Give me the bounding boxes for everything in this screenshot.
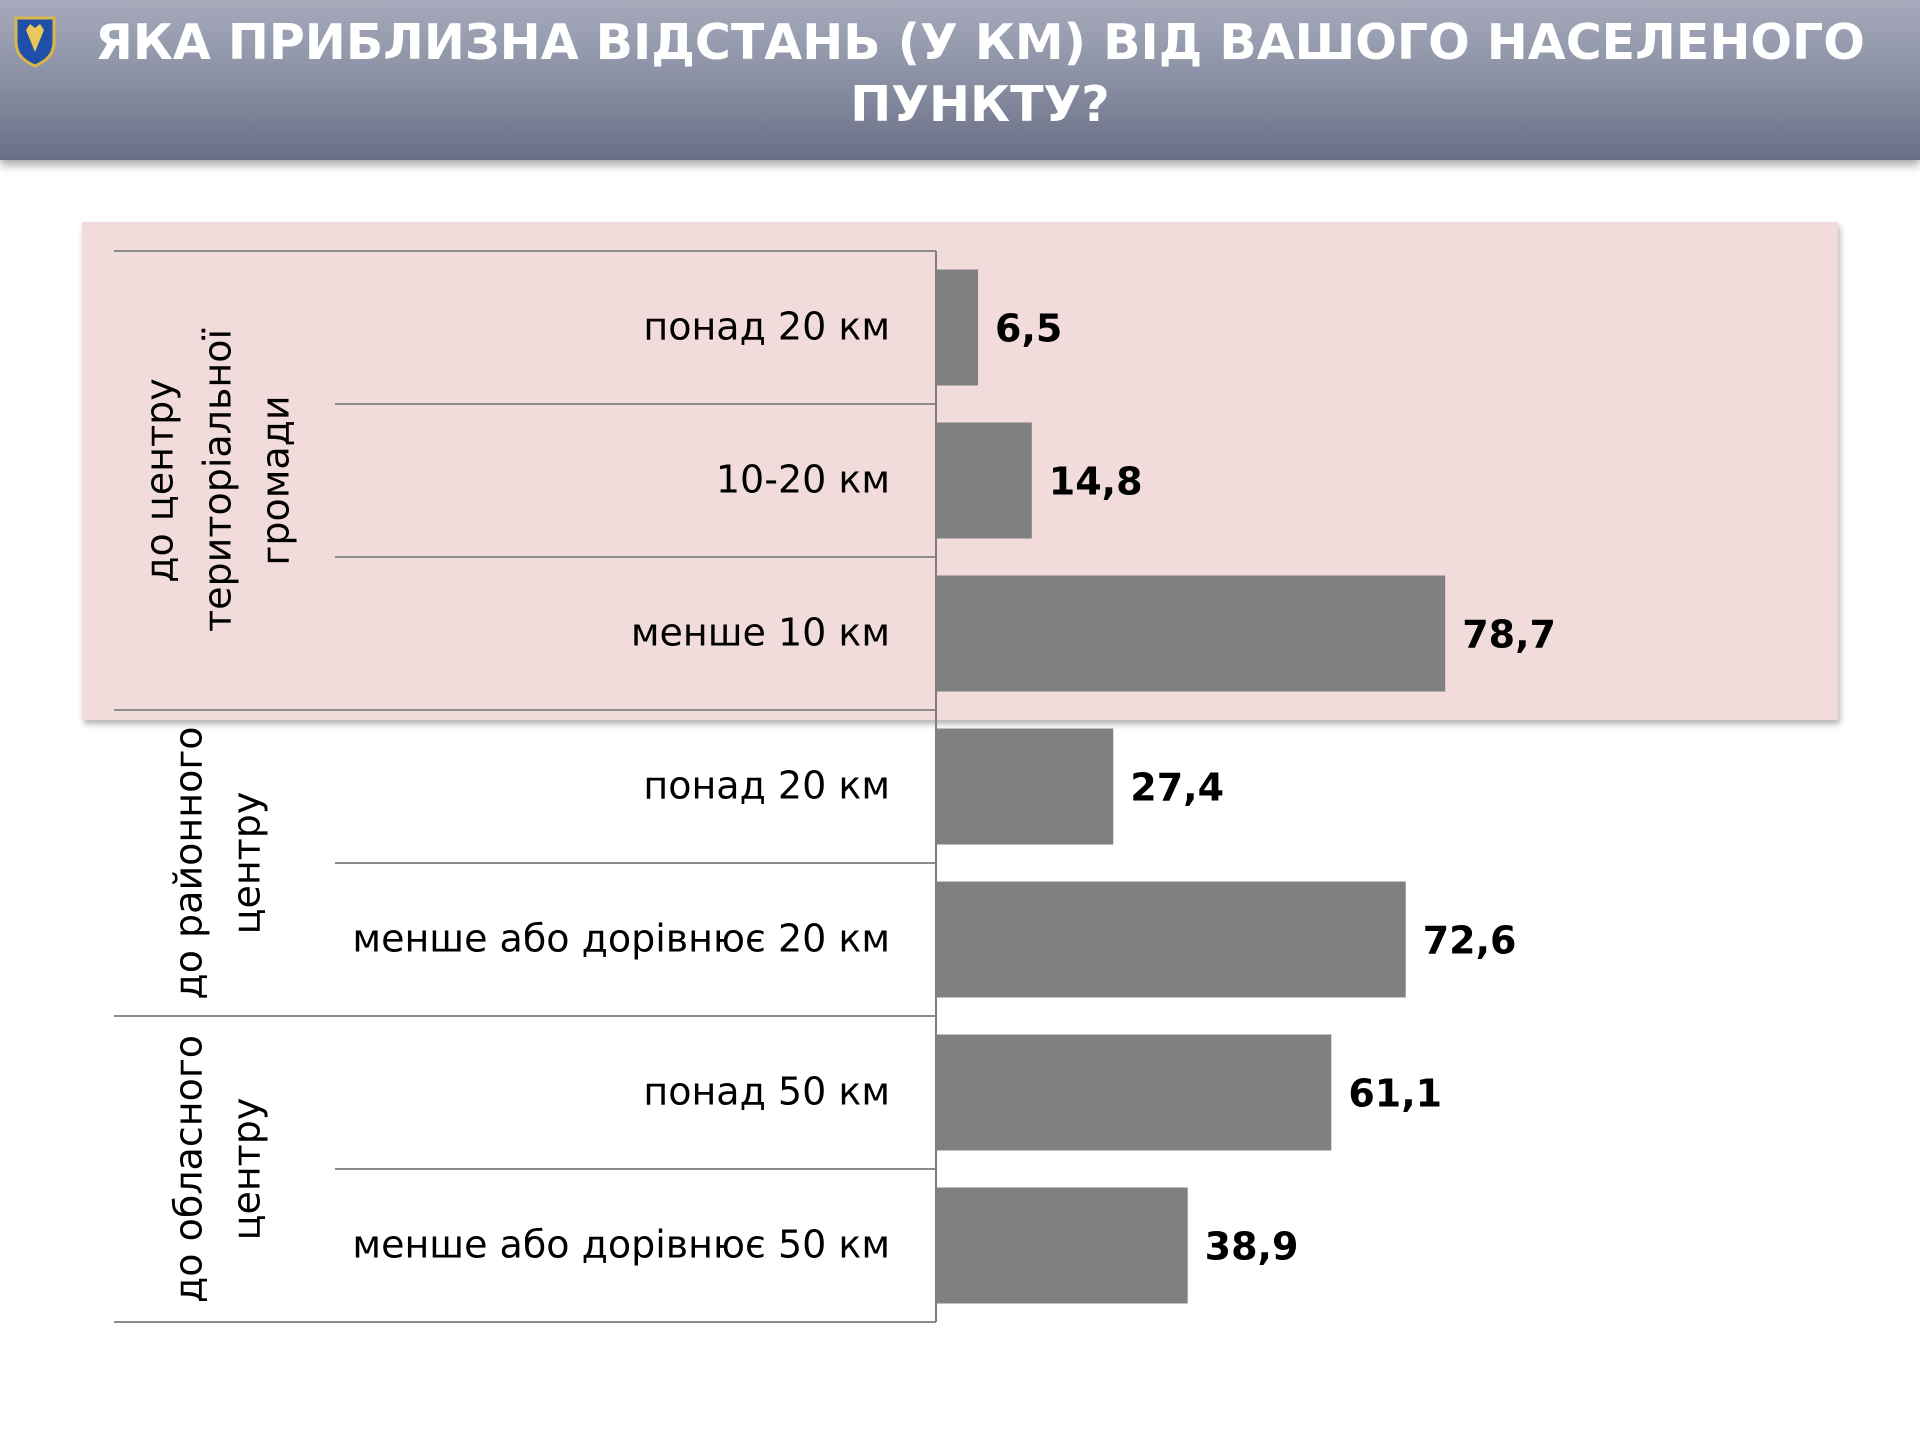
category-label: понад 20 км: [643, 764, 890, 808]
bar: [936, 1034, 1332, 1151]
coat-of-arms-icon: [14, 16, 56, 68]
category-label: понад 50 км: [643, 1070, 890, 1114]
group-label: громади: [254, 395, 298, 565]
category-label: 10-20 км: [716, 458, 890, 502]
bar: [936, 1187, 1188, 1304]
page-title: ЯКА ПРИБЛИЗНА ВІДСТАНЬ (У КМ) ВІД ВАШОГО…: [95, 14, 1865, 133]
bar: [936, 728, 1114, 845]
group-label: до районного: [167, 726, 211, 999]
value-label: 27,4: [1130, 766, 1224, 810]
category-label: менше або дорівнює 50 км: [352, 1223, 890, 1267]
bar: [936, 881, 1406, 998]
value-label: 78,7: [1462, 613, 1556, 657]
group-label: до центру: [138, 378, 182, 582]
value-label: 6,5: [995, 307, 1062, 351]
group-label: територіальної: [196, 329, 240, 632]
bar: [936, 575, 1446, 692]
header-banner: ЯКА ПРИБЛИЗНА ВІДСТАНЬ (У КМ) ВІД ВАШОГО…: [0, 0, 1920, 160]
group-label: центру: [225, 792, 269, 935]
group-label: центру: [225, 1098, 269, 1241]
value-label: 61,1: [1348, 1072, 1442, 1116]
value-label: 38,9: [1205, 1225, 1299, 1269]
value-label: 14,8: [1049, 460, 1143, 504]
bar: [936, 269, 979, 386]
category-label: менше або дорівнює 20 км: [352, 917, 890, 961]
bar: [936, 422, 1032, 539]
category-label: менше 10 км: [631, 611, 890, 655]
value-label: 72,6: [1423, 919, 1517, 963]
group-label: до обласного: [167, 1035, 211, 1303]
category-label: понад 20 км: [643, 305, 890, 349]
